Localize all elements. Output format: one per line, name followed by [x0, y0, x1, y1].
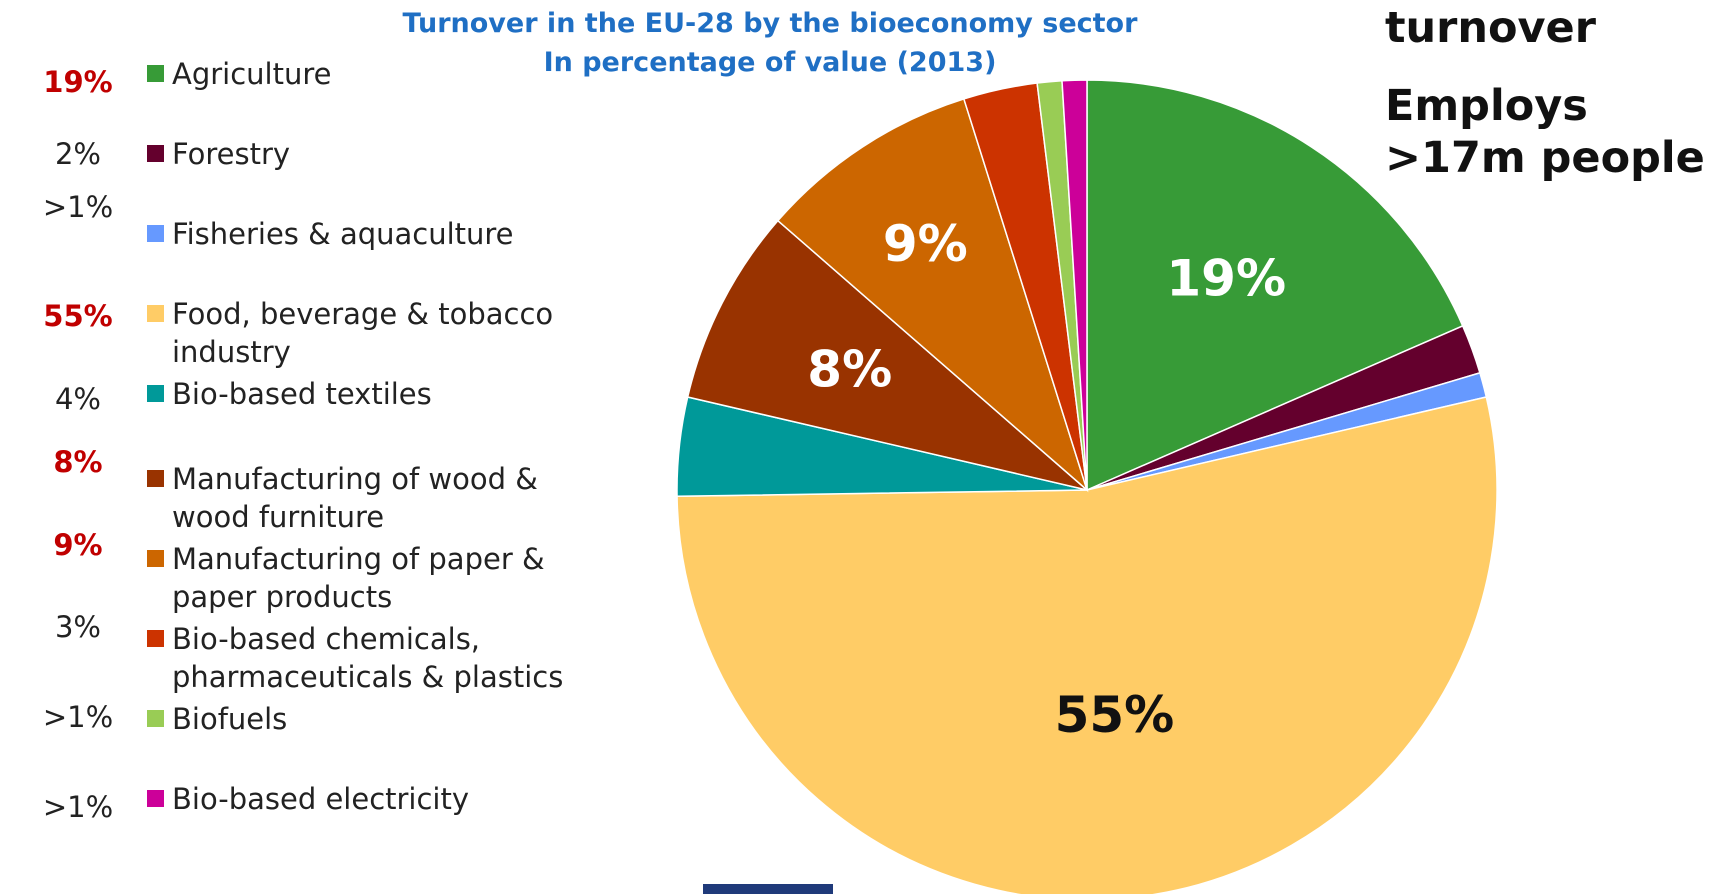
legend-swatch [147, 65, 164, 82]
legend-label: Fisheries & aquaculture [172, 217, 514, 251]
legend-percent: 4% [54, 382, 101, 416]
legend-label: Bio-based chemicals, pharmaceuticals & p… [172, 622, 564, 694]
legend-percent: 9% [53, 528, 103, 562]
legend-label: Agriculture [172, 57, 332, 91]
legend-swatch [147, 225, 164, 242]
pie-slice-label: 19% [1166, 249, 1286, 307]
legend-percent: >1% [42, 700, 114, 734]
legend-percent: 55% [43, 299, 113, 333]
legend-label: Food, beverage & tobacco industry [172, 297, 554, 369]
legend-swatch [147, 305, 164, 322]
legend-percent: >1% [42, 190, 114, 224]
pie-slice [676, 396, 1498, 894]
pie-slice-label: 8% [807, 341, 892, 399]
legend-label: Manufacturing of paper & paper products [172, 542, 545, 614]
pie-slice [1061, 79, 1088, 491]
chart-title-line2: In percentage of value (2013) [543, 47, 997, 78]
legend-percent: 19% [43, 65, 113, 99]
legend-percent: >1% [42, 790, 114, 824]
pie-slice [1086, 79, 1464, 492]
legend-label: Bio-based electricity [172, 782, 470, 816]
legend-swatch [147, 550, 164, 567]
footer-block [703, 884, 833, 894]
legend-swatch [147, 470, 164, 487]
legend-swatch [147, 385, 164, 402]
legend-swatch [147, 710, 164, 727]
legend-swatch [147, 790, 164, 807]
legend-percent: 3% [54, 610, 101, 644]
chart-title-line1: Turnover in the EU-28 by the bioeconomy … [402, 8, 1138, 39]
pie-slice [686, 219, 1088, 491]
side-text-turnover: turnover [1385, 3, 1596, 53]
side-text-people: >17m people [1385, 133, 1705, 183]
side-text-employs: Employs [1385, 81, 1588, 131]
legend-swatch [147, 145, 164, 162]
pie-slice-label: 9% [883, 215, 968, 273]
pie-slice-label: 55% [1055, 686, 1175, 744]
legend-label: Biofuels [172, 702, 288, 736]
pie-slice [776, 97, 1089, 493]
legend-percent: 8% [53, 445, 103, 479]
legend-label: Bio-based textiles [172, 377, 432, 411]
legend-percent: 2% [54, 137, 101, 171]
legend-label: Manufacturing of wood & wood furniture [172, 462, 538, 534]
legend-swatch [147, 630, 164, 647]
legend-label: Forestry [172, 137, 291, 171]
